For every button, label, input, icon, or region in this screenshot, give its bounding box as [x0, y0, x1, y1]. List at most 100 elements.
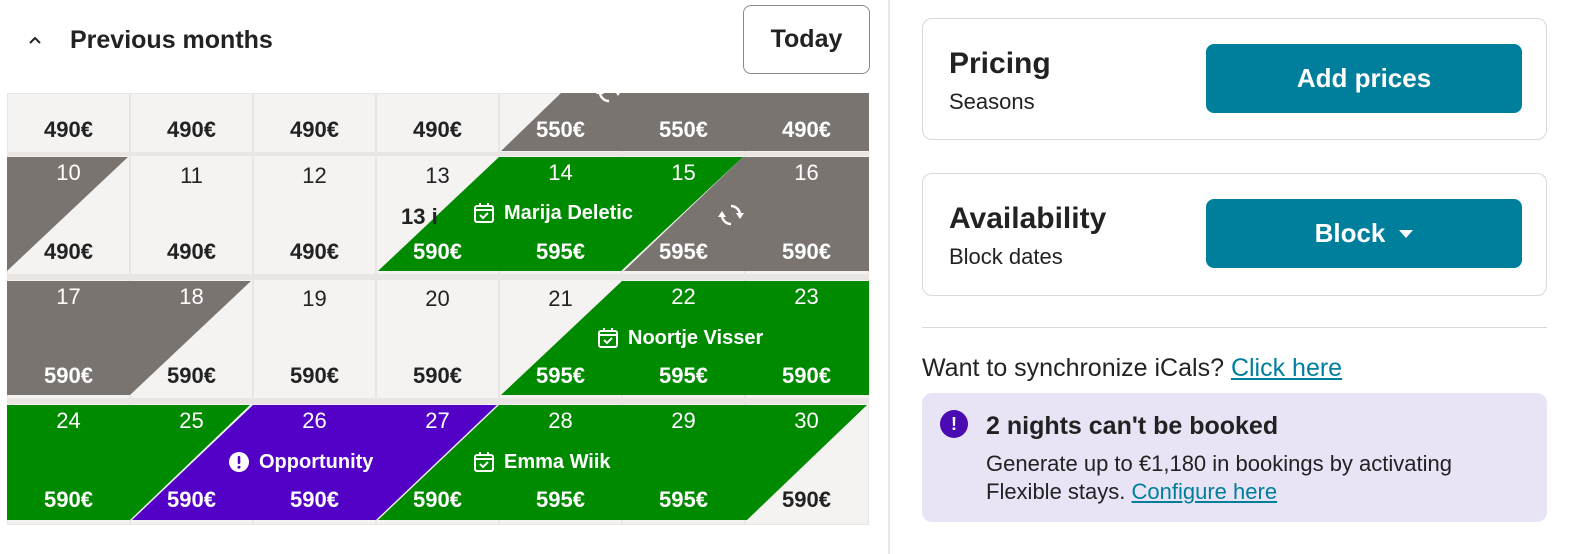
- ical-click-here-link[interactable]: Click here: [1230, 354, 1343, 382]
- blocked-range-15-16: [624, 157, 869, 271]
- day-number: 24: [56, 408, 81, 433]
- day-number: 26: [302, 408, 327, 433]
- booking-noortje[interactable]: Noortje Visser: [596, 326, 763, 350]
- alert-icon: !: [940, 410, 968, 438]
- configure-here-link[interactable]: Configure here: [1131, 479, 1278, 504]
- day-number: 15: [671, 160, 696, 185]
- day-number: 19: [302, 286, 327, 311]
- day-number: 10: [56, 160, 81, 185]
- day-cell: [252, 154, 377, 276]
- day-cell: [375, 93, 500, 154]
- panel-divider: [888, 0, 890, 554]
- day-price: 550€: [536, 117, 585, 142]
- day-number: 25: [179, 408, 204, 433]
- calendar-check-icon: [596, 326, 620, 350]
- day-number: 12: [302, 163, 327, 188]
- booking-guest-name: Emma Wiik: [504, 450, 611, 473]
- ical-sync-row: Want to synchronize iCals? Click here: [922, 354, 1342, 383]
- opportunity-text: Opportunity: [259, 450, 374, 473]
- day-number: 20: [425, 286, 450, 311]
- add-prices-button[interactable]: Add prices: [1206, 44, 1522, 113]
- day-number: 14: [548, 160, 573, 185]
- day-price: 590€: [413, 487, 462, 512]
- block-button[interactable]: Block: [1206, 199, 1522, 268]
- booking-guest-name: Noortje Visser: [628, 326, 764, 349]
- day-number: 17: [56, 284, 81, 309]
- day-price: 590€: [413, 239, 462, 264]
- day-price: 490€: [413, 117, 462, 142]
- day-price: 490€: [782, 117, 831, 142]
- blocked-range-17-18: [7, 281, 251, 395]
- day-price: 590€: [413, 363, 462, 388]
- day-number: 28: [548, 408, 573, 433]
- day-number: 18: [179, 284, 204, 309]
- opportunity-shape: [132, 405, 497, 520]
- pricing-title: Pricing: [949, 47, 1051, 80]
- day-number: 11: [180, 163, 203, 188]
- booking-noortje-shape: [501, 281, 869, 395]
- day-price: 595€: [659, 363, 708, 388]
- booking-emma-shape: [378, 405, 867, 520]
- availability-card: Availability Block dates Block: [922, 173, 1547, 296]
- truncated-booking-label: 13 i: [401, 204, 438, 229]
- availability-title: Availability: [949, 202, 1107, 235]
- day-price: 490€: [44, 117, 93, 142]
- pricing-subtitle: Seasons: [949, 89, 1035, 114]
- notice-body-text: Generate up to €1,180 in bookings by act…: [986, 451, 1452, 504]
- day-cell: [129, 93, 254, 154]
- blocked-range-10: [7, 157, 128, 271]
- day-price: 595€: [659, 487, 708, 512]
- day-number: 21: [548, 286, 573, 311]
- alert-circle-icon: [227, 450, 251, 474]
- chevron-up-icon: [28, 35, 50, 45]
- day-number: 29: [671, 408, 696, 433]
- sync-icon: [718, 202, 744, 228]
- availability-subtitle: Block dates: [949, 244, 1063, 269]
- day-price: 590€: [290, 487, 339, 512]
- blocked-range-top: [501, 93, 869, 151]
- day-price: 590€: [782, 239, 831, 264]
- previous-months-label: Previous months: [70, 25, 273, 54]
- day-price: 595€: [536, 239, 585, 264]
- day-number: 16: [794, 160, 819, 185]
- booking-emma[interactable]: Emma Wiik: [472, 450, 611, 474]
- flexible-stays-notice: ! 2 nights can't be booked Generate up t…: [922, 393, 1547, 522]
- day-price: 490€: [167, 117, 216, 142]
- add-prices-label: Add prices: [1296, 63, 1432, 93]
- day-cell: [252, 278, 377, 400]
- day-price: 490€: [290, 117, 339, 142]
- day-price: 490€: [290, 239, 339, 264]
- day-price: 550€: [659, 117, 708, 142]
- day-number: 23: [794, 284, 819, 309]
- day-price: 590€: [782, 487, 831, 512]
- today-button[interactable]: Today: [743, 5, 870, 74]
- day-price: 590€: [782, 363, 831, 388]
- day-price: 590€: [44, 487, 93, 512]
- day-price: 595€: [536, 363, 585, 388]
- day-price: 590€: [167, 363, 216, 388]
- booking-guest-name: Marija Deletic: [504, 201, 633, 224]
- day-price: 595€: [659, 239, 708, 264]
- section-divider: [922, 327, 1547, 328]
- day-price: 590€: [44, 363, 93, 388]
- calendar-check-icon: [472, 201, 496, 225]
- day-price: 590€: [167, 487, 216, 512]
- calendar-panel: Previous months Today: [7, 5, 870, 525]
- day-cell: [375, 278, 500, 400]
- day-number: 30: [794, 408, 819, 433]
- block-label: Block: [1314, 218, 1386, 248]
- caret-down-icon: [1399, 229, 1414, 238]
- calendar-shapes: [7, 93, 869, 525]
- sync-icon: [596, 79, 622, 105]
- opportunity-label[interactable]: Opportunity: [227, 450, 373, 474]
- booking-marija[interactable]: Marija Deletic: [472, 201, 633, 225]
- notice-title: 2 nights can't be booked: [986, 412, 1279, 440]
- day-price: 595€: [536, 487, 585, 512]
- day-number: 27: [425, 408, 450, 433]
- booking-prev-shape: [7, 405, 250, 520]
- notice-body: Generate up to €1,180 in bookings by act…: [986, 450, 1526, 506]
- previous-months-toggle[interactable]: Previous months: [28, 20, 273, 60]
- calendar-check-icon: [472, 450, 496, 474]
- day-price: 490€: [167, 239, 216, 264]
- booking-marija-shape: [378, 157, 743, 271]
